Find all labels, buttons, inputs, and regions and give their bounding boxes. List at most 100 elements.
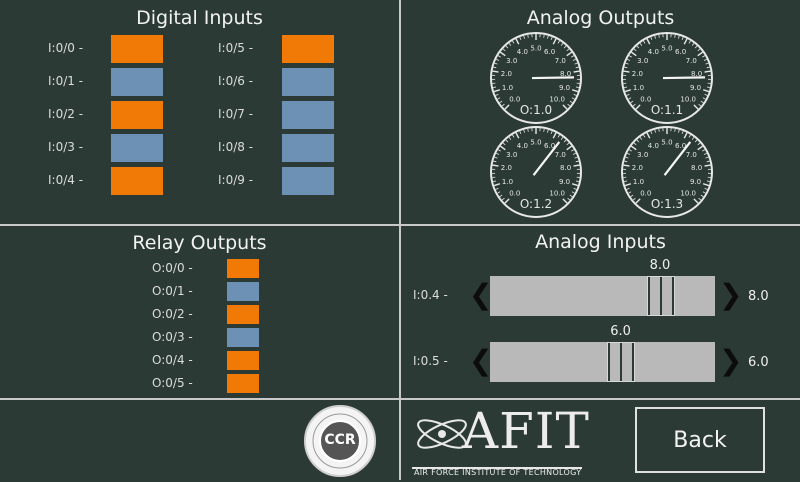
- gauge-tick: [624, 71, 630, 72]
- relay-output-label: O:0/0 -: [152, 261, 193, 275]
- digital-input-label: I:0/9 -: [218, 173, 253, 187]
- relay-output-indicator: [227, 328, 259, 347]
- digital-input-indicator: [282, 134, 334, 162]
- gauge-scale-label: 4.0: [517, 142, 528, 150]
- digital-input-indicator: [111, 134, 163, 162]
- gauge-needle: [532, 77, 574, 78]
- decrement-chevron-icon[interactable]: ❮: [469, 278, 492, 311]
- gauge-scale-label: 9.0: [690, 84, 701, 92]
- digital-inputs-title: Digital Inputs: [0, 7, 399, 29]
- gauge-tick: [528, 129, 529, 132]
- digital-input-label: I:0/4 -: [48, 173, 83, 187]
- gauge-scale-label: 4.0: [648, 48, 659, 56]
- digital-inputs-panel: Digital Inputs I:0/0 - I:0/1 - I:0/2 - I:0/…: [0, 0, 399, 224]
- analog-input-readout: 6.0: [748, 355, 769, 370]
- gauge-needle: [663, 77, 705, 78]
- relay-output-indicator: [227, 259, 259, 278]
- gauge-label: O:1.0: [488, 103, 584, 117]
- gauge-scale-label: 1.0: [502, 84, 513, 92]
- gauge-tick: [544, 35, 545, 38]
- gauge-scale-label: 5.0: [661, 45, 672, 53]
- gauge-label: O:1.1: [619, 103, 715, 117]
- digital-input-label: I:0/0 -: [48, 41, 83, 55]
- increment-chevron-icon[interactable]: ❯: [719, 344, 742, 377]
- gauge-scale-label: 5.0: [661, 139, 672, 147]
- gauge-scale-label: 3.0: [637, 151, 648, 159]
- slider-thumb[interactable]: [607, 342, 635, 382]
- gauge-scale-label: 8.0: [560, 164, 571, 172]
- gauge-tick: [574, 165, 580, 166]
- gauge-scale-label: 7.0: [686, 151, 697, 159]
- gauge-scale-label: 6.0: [675, 48, 686, 56]
- digital-input-label: I:0/5 -: [218, 41, 253, 55]
- slider-thumb-value: 8.0: [650, 258, 671, 273]
- gauge-scale-label: 2.0: [501, 70, 512, 78]
- back-button[interactable]: Back: [635, 407, 765, 473]
- gauge-scale-label: 7.0: [555, 57, 566, 65]
- gauge-scale-label: 1.0: [633, 84, 644, 92]
- digital-input-indicator: [111, 68, 163, 96]
- slider-thumb[interactable]: [647, 276, 675, 316]
- gauge-scale-label: 9.0: [559, 178, 570, 186]
- relay-output-label: O:0/4 -: [152, 353, 193, 367]
- analog-input-slider[interactable]: [490, 276, 715, 316]
- relay-output-label: O:0/2 -: [152, 307, 193, 321]
- analog-inputs-title: Analog Inputs: [401, 231, 800, 253]
- digital-input-indicator: [111, 101, 163, 129]
- analog-input-label: I:0.5 -: [413, 354, 448, 368]
- gauge-scale-label: 4.0: [517, 48, 528, 56]
- relay-output-indicator: [227, 374, 259, 393]
- gauge-scale-label: 5.0: [530, 45, 541, 53]
- afit-logo: AFIT Air Force Institute of Technology: [412, 402, 587, 478]
- gauge-scale-label: 1.0: [502, 178, 513, 186]
- analog-input-slider[interactable]: [490, 342, 715, 382]
- relay-outputs-title: Relay Outputs: [0, 232, 399, 254]
- digital-input-indicator: [282, 167, 334, 195]
- gauge-scale-label: 7.0: [555, 151, 566, 159]
- ccr-logo-text: CCR: [303, 432, 377, 448]
- gauge-scale-label: 2.0: [501, 164, 512, 172]
- digital-input-label: I:0/2 -: [48, 107, 83, 121]
- gauge-scale-label: 4.0: [648, 142, 659, 150]
- slider-thumb-value: 6.0: [610, 324, 631, 339]
- relay-output-indicator: [227, 305, 259, 324]
- afit-subtitle: Air Force Institute of Technology: [414, 468, 581, 477]
- gauge-scale-label: 6.0: [544, 48, 555, 56]
- relay-output-indicator: [227, 351, 259, 370]
- relay-output-label: O:0/5 -: [152, 376, 193, 390]
- digital-input-label: I:0/8 -: [218, 140, 253, 154]
- gauge-tick: [624, 165, 630, 166]
- decrement-chevron-icon[interactable]: ❮: [469, 344, 492, 377]
- gauge-tick: [574, 71, 580, 72]
- gauge-tick: [675, 129, 676, 132]
- digital-input-label: I:0/3 -: [48, 140, 83, 154]
- digital-input-label: I:0/1 -: [48, 74, 83, 88]
- gauge-scale-label: 5.0: [530, 139, 541, 147]
- gauge-tick: [705, 71, 711, 72]
- digital-input-label: I:0/7 -: [218, 107, 253, 121]
- afit-logo-text: AFIT: [462, 402, 590, 460]
- divider-horizontal-bottom: [0, 398, 800, 400]
- gauge-scale-label: 9.0: [690, 178, 701, 186]
- gauge-tick: [493, 165, 499, 166]
- gauge-scale-label: 3.0: [637, 57, 648, 65]
- analog-input-readout: 8.0: [748, 289, 769, 304]
- gauge-scale-label: 7.0: [686, 57, 697, 65]
- gauge-label: O:1.2: [488, 197, 584, 211]
- gauge-scale-label: 2.0: [632, 164, 643, 172]
- gauge-tick: [705, 165, 711, 166]
- ccr-logo: CCR: [303, 404, 377, 478]
- relay-outputs-panel: Relay Outputs O:0/0 -O:0/1 -O:0/2 -O:0/3…: [0, 226, 399, 398]
- gauge-scale-label: 1.0: [633, 178, 644, 186]
- digital-input-indicator: [111, 167, 163, 195]
- increment-chevron-icon[interactable]: ❯: [719, 278, 742, 311]
- gauge-scale-label: 3.0: [506, 151, 517, 159]
- gauge-label: O:1.3: [619, 197, 715, 211]
- gauge-tick: [528, 35, 529, 38]
- gauge-scale-label: 9.0: [559, 84, 570, 92]
